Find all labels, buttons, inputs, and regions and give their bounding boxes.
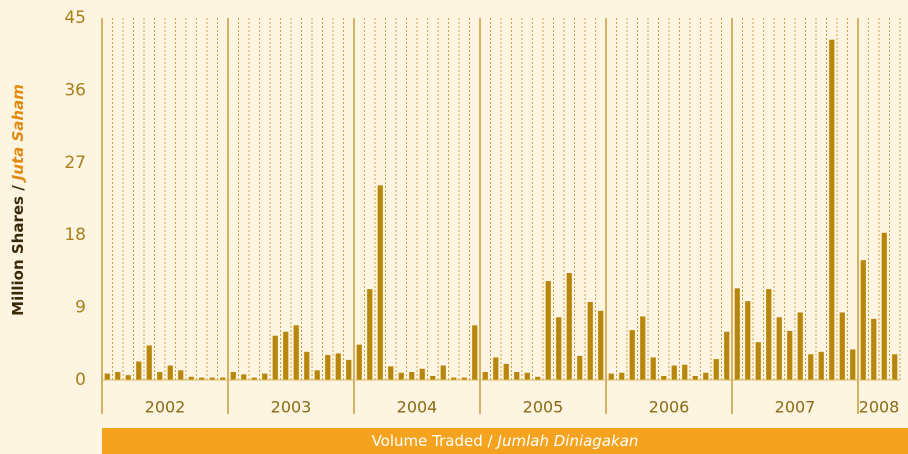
year-label: 2008 — [859, 398, 900, 417]
bar — [640, 316, 646, 380]
bar — [377, 185, 383, 380]
bar — [388, 366, 394, 380]
bar — [209, 377, 215, 380]
y-tick-label: 18 — [64, 225, 86, 245]
bar — [650, 357, 656, 380]
bar — [241, 374, 247, 380]
bar — [314, 370, 320, 380]
bar — [199, 377, 205, 380]
year-label: 2006 — [649, 398, 690, 417]
bar — [430, 375, 436, 380]
bar — [398, 372, 404, 380]
y-label-main: Million Shares / — [9, 185, 27, 316]
bar — [598, 310, 604, 380]
bar — [661, 375, 667, 380]
bar — [346, 359, 352, 380]
bar — [860, 260, 866, 380]
bar — [839, 312, 845, 380]
bar — [146, 345, 152, 380]
bar — [808, 354, 814, 380]
bar — [251, 377, 257, 380]
bar — [325, 355, 331, 380]
x-axis-label: Volume Traded / Jumlah Diniagakan — [372, 432, 639, 450]
bar — [167, 365, 173, 380]
bar — [871, 318, 877, 380]
bar — [115, 371, 121, 380]
bar — [566, 273, 572, 380]
bar — [755, 342, 761, 380]
bar — [440, 365, 446, 380]
bar — [797, 312, 803, 380]
y-tick-label: 0 — [75, 370, 86, 390]
bar — [409, 371, 415, 380]
y-tick-label: 36 — [64, 80, 86, 100]
bar — [776, 317, 782, 380]
year-label: 2004 — [397, 398, 438, 417]
bar — [724, 331, 730, 380]
bar — [608, 373, 614, 380]
bar — [272, 335, 278, 380]
bar — [829, 39, 835, 380]
x-label-translation: Jumlah Diniagakan — [495, 432, 639, 450]
bar — [367, 289, 373, 380]
bar — [178, 370, 184, 380]
bar — [745, 301, 751, 380]
bar — [451, 377, 457, 380]
bar — [503, 363, 509, 380]
bar — [461, 377, 467, 380]
bar — [587, 301, 593, 380]
bar — [692, 375, 698, 380]
y-label-translation: Juta Saham — [9, 84, 27, 183]
bar — [671, 365, 677, 380]
bar — [545, 281, 551, 380]
bar — [629, 330, 635, 380]
bar — [104, 373, 110, 380]
bar — [293, 325, 299, 380]
bar — [283, 331, 289, 380]
year-label: 2002 — [145, 398, 186, 417]
bar — [157, 371, 163, 380]
bar — [850, 349, 856, 380]
bar — [419, 368, 425, 380]
bar — [713, 359, 719, 380]
bar — [734, 288, 740, 380]
y-tick-label: 27 — [64, 153, 86, 173]
x-label-banner — [102, 428, 908, 454]
bar — [262, 373, 268, 380]
bar — [881, 232, 887, 380]
bar — [188, 376, 194, 380]
bar — [493, 357, 499, 380]
y-tick-label: 45 — [64, 8, 86, 28]
bar — [304, 351, 310, 380]
bar — [892, 354, 898, 380]
y-axis-label: Million Shares / Juta Saham — [9, 84, 27, 316]
bar — [556, 317, 562, 380]
x-label-main: Volume Traded / — [372, 432, 494, 450]
bar — [682, 364, 688, 380]
bar — [535, 376, 541, 380]
bar — [766, 289, 772, 380]
bar — [220, 377, 226, 380]
year-label: 2003 — [271, 398, 312, 417]
bar — [524, 372, 530, 380]
year-label: 2005 — [523, 398, 564, 417]
bar — [787, 330, 793, 380]
bar — [230, 371, 236, 380]
bar — [577, 355, 583, 380]
bar — [703, 372, 709, 380]
y-tick-label: 9 — [75, 298, 86, 318]
bar — [136, 361, 142, 380]
bar — [482, 371, 488, 380]
bar — [514, 371, 520, 380]
bar — [356, 344, 362, 380]
bar — [335, 353, 341, 380]
bar — [472, 325, 478, 380]
bar — [619, 372, 625, 380]
year-label: 2007 — [775, 398, 816, 417]
bar — [125, 375, 131, 380]
bar — [818, 351, 824, 380]
